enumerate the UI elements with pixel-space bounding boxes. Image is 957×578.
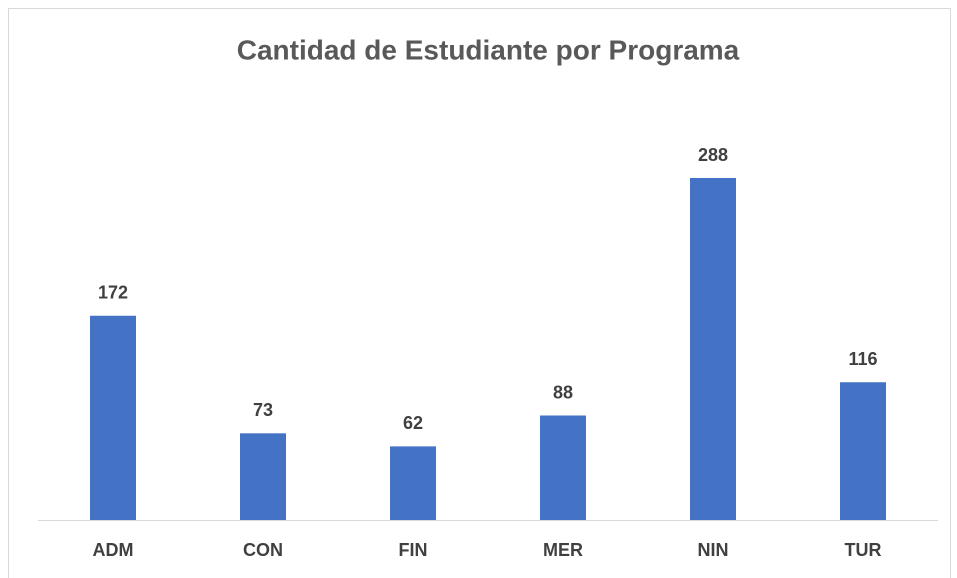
chart-frame: [8, 8, 951, 578]
bar: [840, 382, 886, 520]
x-tick-label: FIN: [399, 540, 428, 560]
x-tick-label: NIN: [698, 540, 729, 560]
data-label: 73: [253, 400, 273, 420]
bar: [390, 446, 436, 520]
x-tick-label: ADM: [93, 540, 134, 560]
x-tick-label: TUR: [845, 540, 882, 560]
bar: [540, 415, 586, 520]
bar: [90, 315, 136, 520]
data-label: 172: [98, 283, 128, 303]
data-label: 62: [403, 413, 423, 433]
x-tick-label: CON: [243, 540, 283, 560]
data-label: 116: [848, 349, 877, 369]
chart-title: Cantidad de Estudiante por Programa: [237, 34, 740, 65]
data-label: 288: [698, 145, 728, 165]
bar: [690, 178, 736, 520]
bar: [240, 433, 286, 520]
x-tick-label: MER: [543, 540, 583, 560]
data-label: 88: [553, 382, 573, 402]
